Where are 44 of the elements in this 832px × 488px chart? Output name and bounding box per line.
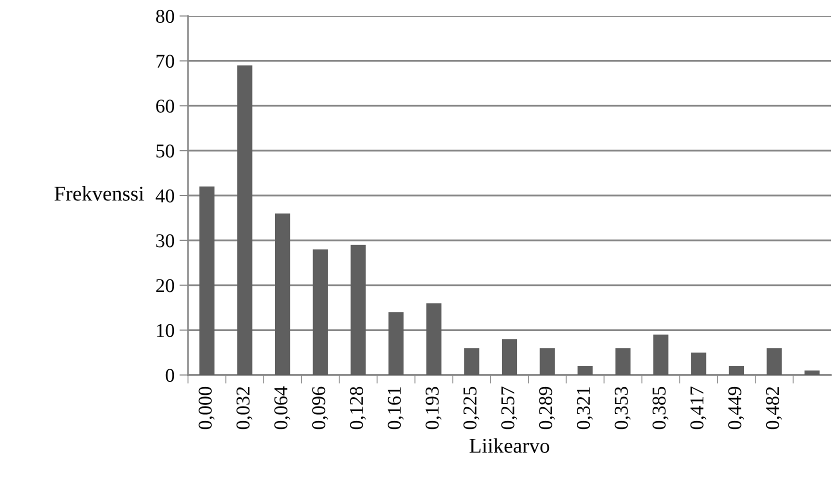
x-tick-label: 0,482	[766, 387, 782, 430]
x-tick-label: 0,064	[274, 386, 290, 430]
bar	[766, 348, 782, 375]
bar	[540, 348, 555, 375]
x-tick-label: 0,385	[652, 386, 668, 430]
x-tick-label: 0,449	[728, 386, 744, 430]
bar	[502, 339, 518, 375]
bar	[578, 366, 593, 375]
x-tick-label: 0,193	[426, 386, 442, 430]
x-tick-label: 0,032	[236, 387, 252, 430]
y-tick-label: 60	[156, 100, 174, 113]
bar	[388, 312, 404, 375]
bar	[728, 366, 744, 375]
bar	[199, 186, 214, 375]
y-tick-label: 0	[166, 368, 174, 382]
x-tick-label: 0,096	[312, 386, 328, 430]
y-tick-label: 40	[156, 189, 174, 202]
x-tick-label: 0,225	[463, 386, 480, 430]
x-tick-label: 0,000	[198, 386, 215, 430]
x-tick-label: 0,417	[690, 386, 706, 430]
bar	[691, 352, 706, 375]
x-tick-label: 0,257	[501, 386, 518, 430]
bar	[426, 303, 442, 375]
y-tick-label: 20	[156, 279, 174, 292]
y-tick-label: 10	[157, 324, 174, 338]
x-tick-label: 0,161	[388, 387, 404, 430]
bar	[274, 213, 290, 375]
y-tick-label: 50	[156, 144, 174, 158]
x-tick-label: 0,289	[539, 386, 555, 430]
bar	[312, 249, 328, 375]
y-axis-title: Frekvenssi	[54, 186, 144, 201]
y-tick-label: 70	[156, 54, 174, 68]
x-tick-label: 0,128	[350, 386, 366, 430]
x-axis-title: Liikearvo	[470, 438, 550, 453]
x-tick-label: 0,321	[576, 387, 593, 430]
y-tick-label: 80	[156, 10, 174, 23]
bar	[464, 348, 480, 375]
bar	[237, 65, 252, 375]
y-tick-label: 30	[156, 234, 174, 248]
bar	[615, 348, 631, 375]
bar	[804, 370, 820, 375]
x-tick-label: 0,353	[614, 386, 631, 430]
bar	[350, 244, 366, 375]
bar	[653, 334, 668, 375]
